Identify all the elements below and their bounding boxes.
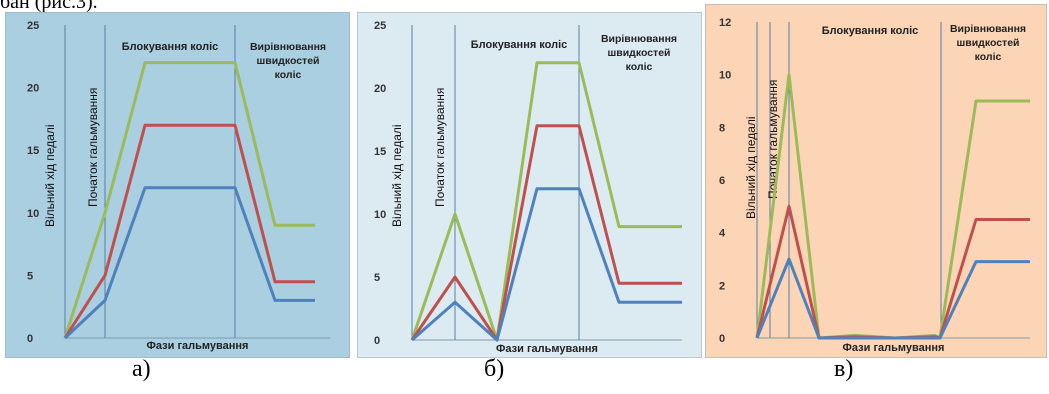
- x-axis-label: Фази гальмування: [147, 340, 249, 352]
- y-tick-label: 4: [719, 228, 726, 240]
- phase-label-line: коліс: [626, 61, 653, 73]
- phase-label: Блокування коліс: [822, 25, 919, 37]
- y-tick-label: 25: [27, 20, 39, 32]
- phase-label-line: коліс: [275, 69, 302, 81]
- phase-label-line: коліс: [975, 51, 1002, 63]
- y-tick-label: 15: [374, 146, 386, 158]
- y-tick-label: 2: [719, 280, 725, 292]
- x-axis-label: Фази гальмування: [843, 342, 945, 354]
- caption-a: а): [132, 356, 151, 382]
- caption-c: в): [834, 356, 854, 382]
- y-tick-label: 10: [27, 208, 39, 220]
- phase-label: Блокування коліс: [471, 39, 568, 51]
- chart-c-svg: 0 2 4 6 8 10 12 Вільний хід педалі Початок гальм…: [705, 4, 1047, 358]
- y-tick-label: 5: [374, 272, 380, 284]
- caption-b: б): [484, 356, 505, 382]
- y-tick-label: 20: [27, 83, 39, 95]
- phase-label-line: Вирівнювання: [950, 23, 1026, 35]
- y-tick-label: 15: [27, 145, 39, 157]
- phase-label-vertical: Вільний хід педалі: [43, 124, 57, 227]
- phase-label-line: швидкостей: [608, 47, 671, 59]
- chart-panel-c: 0 2 4 6 8 10 12 Вільний хід педалі Початок гальм…: [705, 4, 1047, 358]
- phase-label-vertical: Вільний хід педалі: [744, 116, 758, 219]
- phase-label-line: Вирівнювання: [601, 33, 677, 45]
- series-line-2: [63, 186, 315, 340]
- chart-a-svg: 0 5 10 15 20 25 Вільний хід педалі Початок галь…: [5, 12, 350, 358]
- phase-label-line: швидкостей: [257, 55, 320, 67]
- phase-label-vertical: Початок гальмування: [766, 80, 780, 199]
- phase-label-line: швидкостей: [957, 37, 1020, 49]
- y-tick-label: 0: [374, 335, 380, 347]
- series-line-2: [411, 187, 682, 342]
- chart-background: [357, 12, 702, 358]
- y-tick-label: 0: [719, 333, 725, 345]
- x-axis-label: Фази гальмування: [496, 343, 598, 355]
- y-tick-label: 25: [374, 20, 386, 32]
- chart-b-svg: 0 5 10 15 20 25 Вільний хід педалі Початок галь…: [357, 12, 702, 358]
- y-tick-label: 12: [719, 17, 731, 29]
- y-tick-label: 5: [27, 270, 33, 282]
- y-tick-label: 10: [374, 209, 386, 221]
- series-line-1: [63, 123, 315, 339]
- top-text-fragment: бан (рис.3).: [0, 0, 98, 13]
- phase-label-vertical: Початок гальмування: [86, 88, 100, 207]
- series-line-0: [410, 61, 682, 342]
- series-line-0: [63, 61, 315, 339]
- y-tick-label: 8: [719, 122, 725, 134]
- series-line-2: [755, 257, 1030, 340]
- y-tick-label: 20: [374, 83, 386, 95]
- phase-label-vertical: Вільний хід педалі: [390, 124, 404, 227]
- y-tick-label: 6: [719, 175, 725, 187]
- chart-panel-b: 0 5 10 15 20 25 Вільний хід педалі Початок галь…: [357, 12, 702, 358]
- chart-panel-a: 0 5 10 15 20 25 Вільний хід педалі Початок галь…: [5, 12, 350, 358]
- y-tick-label: 10: [719, 70, 731, 82]
- y-tick-label: 0: [27, 333, 33, 345]
- series-line-1: [410, 124, 682, 342]
- phase-label-vertical: Початок гальмування: [433, 88, 447, 207]
- phase-label: Блокування коліс: [122, 41, 219, 53]
- phase-label-line: Вирівнювання: [250, 41, 326, 53]
